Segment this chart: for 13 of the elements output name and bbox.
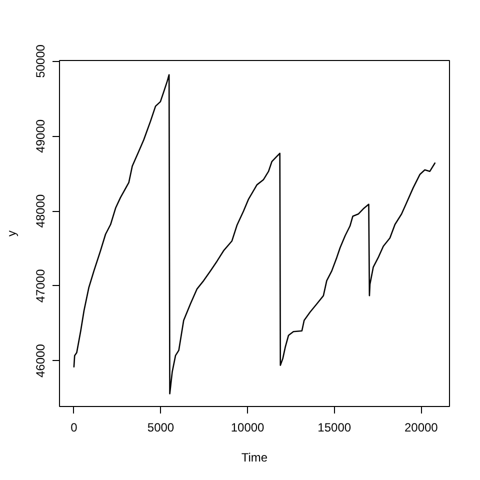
x-tick-label: 20000 — [404, 420, 438, 434]
x-tick-label: 10000 — [230, 420, 265, 434]
x-tick-label: 0 — [70, 420, 78, 434]
x-tick-label: 5000 — [147, 420, 174, 434]
y-tick-label: 46000 — [34, 344, 48, 378]
y-tick-label: 49000 — [34, 119, 48, 153]
y-axis-title: y — [4, 230, 18, 236]
y-tick-label: 48000 — [34, 194, 48, 228]
y-tick-label: 47000 — [34, 268, 48, 303]
y-tick-label: 50000 — [34, 44, 48, 78]
x-tick-label: 15000 — [318, 420, 352, 434]
line-series — [73, 74, 436, 394]
x-axis-title: Time — [241, 450, 268, 464]
